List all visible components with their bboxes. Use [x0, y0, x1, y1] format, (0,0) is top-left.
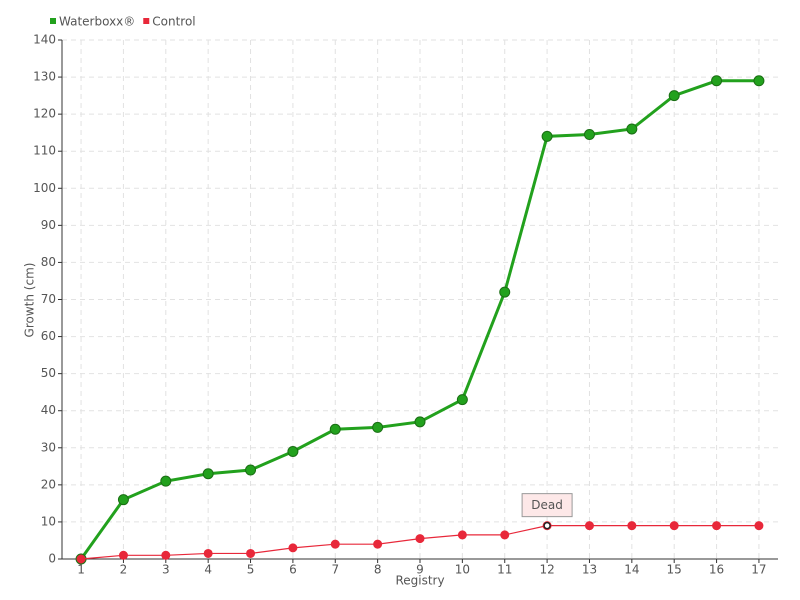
point	[288, 543, 298, 553]
annotation-text: Dead	[531, 498, 563, 512]
legend-swatch	[50, 18, 56, 24]
y-tick-label: 130	[33, 70, 56, 84]
point	[414, 416, 426, 428]
x-tick-label: 10	[455, 563, 470, 577]
y-tick-label: 140	[33, 33, 56, 47]
point	[627, 521, 637, 531]
point	[287, 445, 299, 457]
x-tick-label: 3	[162, 563, 170, 577]
y-tick-label: 90	[41, 218, 56, 232]
y-tick-label: 40	[41, 403, 56, 417]
x-tick-label: 14	[624, 563, 639, 577]
point	[754, 521, 764, 531]
point	[711, 75, 723, 87]
point	[712, 521, 722, 531]
y-tick-label: 50	[41, 366, 56, 380]
x-tick-label: 11	[497, 563, 512, 577]
point	[584, 521, 594, 531]
point	[456, 394, 468, 406]
point	[118, 550, 128, 560]
annotation-box	[521, 493, 573, 518]
x-tick-label: 9	[416, 563, 424, 577]
x-tick-label: 4	[204, 563, 212, 577]
point	[246, 548, 256, 558]
y-tick-label: 10	[41, 514, 56, 528]
x-tick-label: 13	[582, 563, 597, 577]
x-tick-label: 8	[374, 563, 382, 577]
x-tick-label: 17	[751, 563, 766, 577]
point	[500, 530, 510, 540]
x-axis-label: Registry	[395, 574, 444, 588]
point	[415, 534, 425, 544]
point	[329, 423, 341, 435]
point	[330, 539, 340, 549]
x-tick-label: 16	[709, 563, 724, 577]
annotation-marker	[543, 521, 551, 530]
point	[669, 521, 679, 531]
point	[499, 286, 511, 298]
point	[583, 129, 595, 141]
point	[457, 530, 467, 540]
legend-label: Waterboxx®	[59, 15, 135, 29]
point	[753, 75, 765, 87]
point	[117, 494, 129, 506]
x-tick-label: 7	[331, 563, 339, 577]
point	[161, 550, 171, 560]
point	[245, 464, 257, 476]
y-tick-label: 60	[41, 329, 56, 343]
point	[668, 90, 680, 102]
y-tick-label: 100	[33, 181, 56, 195]
y-axis-label: Growth (cm)	[23, 263, 37, 338]
point	[541, 130, 553, 142]
x-tick-label: 12	[539, 563, 554, 577]
point	[626, 123, 638, 135]
legend-swatch	[143, 18, 150, 24]
point	[203, 548, 213, 558]
x-tick-label: 5	[247, 563, 255, 577]
x-tick-label: 1	[77, 563, 85, 577]
y-tick-label: 80	[41, 255, 56, 269]
y-tick-label: 70	[41, 292, 56, 306]
point	[76, 554, 86, 564]
y-tick-label: 0	[48, 552, 56, 566]
point	[202, 468, 214, 480]
y-tick-label: 30	[41, 440, 56, 454]
legend-label: Control	[152, 15, 195, 29]
y-tick-label: 20	[41, 477, 56, 491]
y-tick-label: 120	[33, 107, 56, 121]
x-tick-label: 2	[120, 563, 128, 577]
point	[160, 475, 172, 487]
x-tick-label: 6	[289, 563, 297, 577]
point	[373, 539, 383, 549]
point	[372, 421, 384, 433]
y-tick-label: 110	[33, 144, 56, 158]
x-tick-label: 15	[667, 563, 682, 577]
